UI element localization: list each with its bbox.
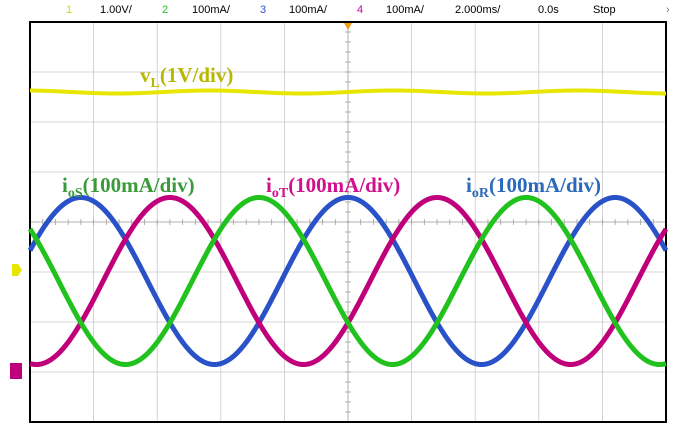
ch4-number[interactable]: 4	[357, 4, 364, 16]
ch4-scale[interactable]: 100mA/	[386, 4, 424, 16]
ch3-number[interactable]: 3	[260, 4, 267, 16]
timebase[interactable]: 2.000ms/	[455, 4, 501, 16]
ch1-number[interactable]: 1	[66, 4, 73, 16]
label-vL: vL(1V/div)	[140, 63, 233, 91]
label-ioS: ioS(100mA/div)	[62, 173, 195, 201]
label-ioT: ioT(100mA/div)	[266, 173, 400, 201]
run-state[interactable]: Stop	[593, 4, 616, 16]
ch4-ground-marker-icon[interactable]	[10, 363, 22, 379]
trace-ioS	[27, 195, 668, 367]
trigger-position-marker-icon[interactable]	[344, 23, 352, 30]
trace-vL	[29, 88, 667, 96]
status-bar: 1 1.00V/ 2 100mA/ 3 100mA/ 4 100mA/ 2.00…	[0, 0, 681, 22]
ch3-scale[interactable]: 100mA/	[289, 4, 327, 16]
more-indicator-icon: ›	[666, 4, 670, 16]
delay[interactable]: 0.0s	[538, 4, 559, 16]
ch1-scale[interactable]: 1.00V/	[100, 4, 132, 16]
ch2-number[interactable]: 2	[162, 4, 169, 16]
ch1-ground-marker-icon[interactable]	[12, 264, 22, 276]
trace-ioR	[27, 195, 669, 367]
plot-frame	[29, 21, 667, 423]
ch2-scale[interactable]: 100mA/	[192, 4, 230, 16]
label-ioR: ioR(100mA/div)	[466, 173, 601, 201]
waveform-traces	[27, 88, 669, 367]
